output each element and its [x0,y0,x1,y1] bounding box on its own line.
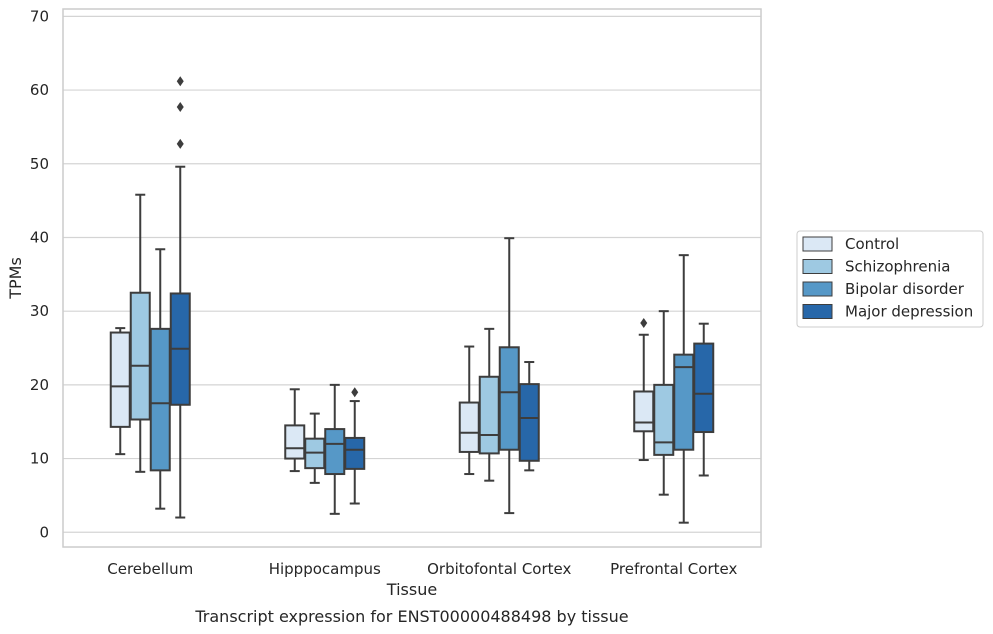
box-major-depression-prefrontal-cortex [693,322,715,477]
box-control-hipppocampus [284,388,306,473]
y-tick-labels: 0 10 20 30 40 50 60 70 [30,7,49,541]
box-major-depression-orbitofontal-cortex-iqr [518,383,540,462]
y-tick-label-30: 30 [30,302,49,320]
series-control [109,317,655,476]
legend-item-bipolar-disorder: Bipolar disorder [802,280,965,298]
legend-label-control: Control [845,235,899,253]
plot-frame [62,8,762,548]
x-tick-labels: Cerebellum Hipppocampus Orbitofontal Corte… [107,560,737,578]
box-schizophrenia-orbitofontal-cortex-iqr [478,375,500,455]
box-control-prefrontal-cortex-flier-1 [640,317,648,328]
box-schizophrenia-prefrontal-cortex-iqr [653,383,675,456]
x-axis-title: Tissue [386,580,437,599]
box-major-depression-cerebellum-flier-2 [176,102,184,113]
series-major-depression [169,76,715,519]
y-tick-label-70: 70 [30,7,49,25]
box-control-prefrontal-cortex-iqr [633,390,655,433]
legend-item-control: Control [802,235,899,253]
legend-label-major-depression: Major depression [845,303,973,321]
series-bipolar-disorder [149,237,695,524]
box-major-depression-cerebellum [169,76,191,519]
legend-swatch-major-depression [802,304,833,319]
box-control-orbitofontal-cortex-iqr [458,401,480,453]
y-tick-label-40: 40 [30,228,49,246]
box-major-depression-cerebellum-flier-1 [176,76,184,87]
box-major-depression-hipppocampus [344,387,366,505]
box-bipolar-disorder-orbitofontal-cortex-iqr [498,346,520,451]
box-bipolar-disorder-orbitofontal-cortex [498,237,520,515]
box-major-depression-prefrontal-cortex-iqr [693,342,715,434]
box-control-hipppocampus-iqr [284,424,306,460]
x-tick-label-prefrontal-cortex: Prefrontal Cortex [610,560,737,578]
box-schizophrenia-hipppocampus [304,412,326,484]
y-tick-label-0: 0 [39,523,49,541]
box-bipolar-disorder-cerebellum-iqr [149,327,171,472]
box-major-depression-cerebellum-flier-3 [176,138,184,149]
y-tick-label-60: 60 [30,81,49,99]
legend-swatch-control [802,236,833,252]
box-major-depression-orbitofontal-cortex [518,361,540,472]
x-tick-label-cerebellum: Cerebellum [107,560,193,578]
box-bipolar-disorder-prefrontal-cortex-iqr [673,353,695,451]
legend-swatch-bipolar-disorder [802,281,833,297]
x-tick-label-orbitofontal-cortex: Orbitofontal Cortex [427,560,571,578]
box-layer [109,76,715,524]
box-control-cerebellum-iqr [109,331,131,428]
box-bipolar-disorder-hipppocampus-iqr [324,428,346,476]
series-schizophrenia [129,193,675,496]
box-schizophrenia-cerebellum [129,193,151,473]
box-schizophrenia-prefrontal-cortex [653,310,675,496]
legend-frame [796,230,984,328]
legend-label-schizophrenia: Schizophrenia [845,258,950,276]
legend: Control Schizophrenia Bipolar disorder Majo… [796,230,984,328]
box-bipolar-disorder-prefrontal-cortex [673,254,695,524]
box-major-depression-hipppocampus-iqr [344,436,366,470]
legend-item-major-depression: Major depression [802,303,973,321]
box-control-orbitofontal-cortex [458,345,480,476]
legend-label-bipolar-disorder: Bipolar disorder [845,280,965,298]
x-tick-label-hipppocampus: Hipppocampus [269,560,381,578]
chart-caption: Transcript expression for ENST0000048849… [194,607,628,626]
y-tick-label-20: 20 [30,376,49,394]
y-tick-label-50: 50 [30,155,49,173]
y-tick-label-10: 10 [30,450,49,468]
box-control-cerebellum [109,327,131,456]
y-axis-title: TPMs [6,257,25,300]
box-schizophrenia-cerebellum-iqr [129,291,151,421]
legend-item-schizophrenia: Schizophrenia [802,258,950,276]
legend-items: Control Schizophrenia Bipolar disorder Majo… [802,235,973,321]
box-major-depression-hipppocampus-flier-1 [351,387,359,398]
legend-swatch-schizophrenia [802,259,833,274]
